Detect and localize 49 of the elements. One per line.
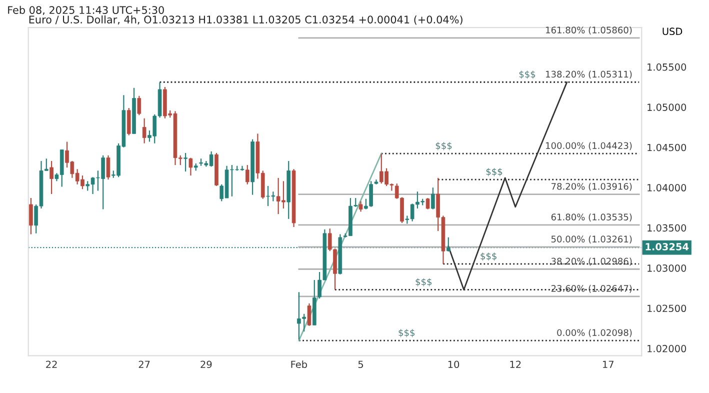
annotation: $$$ [416,278,432,286]
annotation: 23.60% (1.02647) [551,284,632,293]
annotation: $$$ [398,329,415,338]
annotation: 100.00% (1.04423) [546,142,632,150]
annotation: 61.80% (1.03535) [551,213,632,222]
text: Feb 08, 2025 11:43 UTC+5:30 [8,6,164,16]
y-axis-title: USD [662,28,682,36]
annotation: $$$ [486,168,502,176]
candlestick [50,160,54,195]
candlestick [245,164,250,185]
x-tick-label: 12 [510,360,521,368]
candlestick [431,187,435,210]
y-tick-label: 1.02000 [648,344,686,352]
candlestick [29,197,33,235]
y-tick-label: 1.03500 [648,224,686,232]
y-tick-label: 1.05000 [648,104,686,111]
y-tick-label: 1.05500 [648,63,686,71]
candlestick [184,152,188,172]
annotation: 38.20% (1.02986) [551,258,632,266]
annotation: 0.00% (1.02098) [557,329,632,338]
x-tick-label: Feb [291,360,307,368]
annotation: $$$ [436,142,452,150]
ref-line-label: 1.03254 [646,243,689,250]
candlestick [126,107,131,136]
x-tick-label: 22 [46,360,57,368]
candlestick [142,118,146,144]
annotation: 161.80% (1.05860) [546,26,632,34]
x-tick-label: 27 [138,360,150,368]
annotation: 138.20% (1.05311) [546,70,632,79]
candlestick [307,302,312,326]
annotation: $$$ [519,70,536,79]
x-tick-label: 17 [603,360,614,368]
candlestick [137,95,142,116]
candlestick [358,200,363,212]
x-tick-label: 10 [448,360,460,368]
candlestick [446,236,450,252]
y-tick-label: 1.04000 [648,184,686,192]
y-tick-label: 1.03000 [648,264,686,272]
y-tick-label: 1.04500 [648,144,686,152]
annotation: 50.00% (1.03261) [551,236,632,244]
candlestick [188,157,193,176]
x-tick-label: 29 [200,360,212,368]
x-tick-label: 5 [358,360,364,368]
candlestick [426,197,430,210]
annotation: 78.20% (1.03916) [552,182,632,191]
chart-title: Euro / U.S. Dollar, 4h, O1.03213 H1.03381 L1.03205 C1.03254 +0.00041 (+0.04%) [29,15,462,25]
y-tick-label: 1.02500 [648,304,686,312]
annotation: $$$ [480,252,496,261]
candlestick [106,154,110,180]
